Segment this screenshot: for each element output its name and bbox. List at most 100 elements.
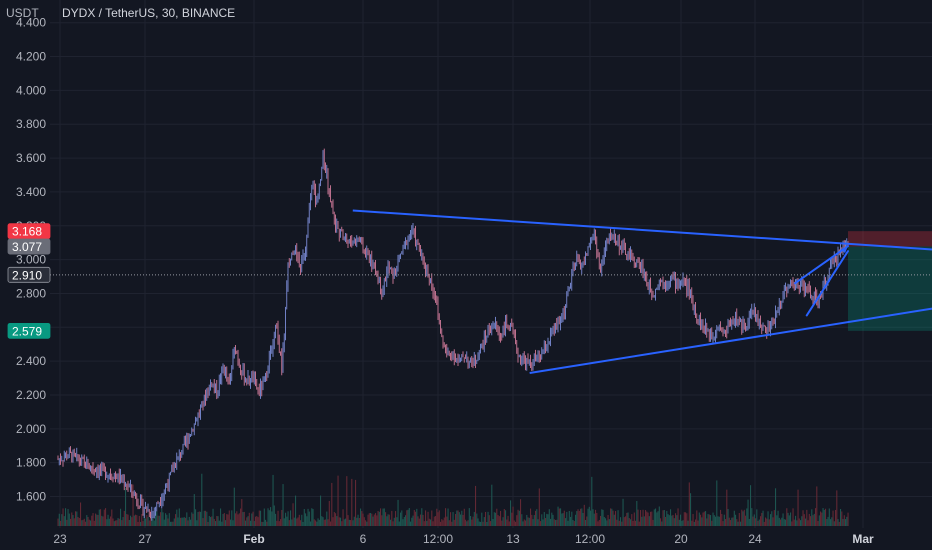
volume-bar bbox=[257, 517, 259, 526]
volume-bar bbox=[700, 514, 702, 526]
volume-bar bbox=[510, 500, 512, 526]
volume-bar bbox=[785, 519, 787, 526]
volume-bar bbox=[692, 513, 694, 526]
volume-bar bbox=[387, 514, 389, 526]
volume-bar bbox=[185, 517, 187, 526]
price-tag bbox=[7, 238, 51, 255]
volume-bar bbox=[345, 518, 347, 526]
volume-bar bbox=[370, 513, 372, 526]
wedge-upper-line bbox=[793, 245, 849, 285]
volume-bar bbox=[350, 520, 352, 526]
volume-bar bbox=[543, 512, 545, 526]
volume-bar bbox=[157, 515, 159, 526]
volume-bar bbox=[413, 510, 415, 526]
volume-bar bbox=[111, 509, 113, 526]
volume-bar bbox=[735, 514, 737, 526]
volume-bar bbox=[138, 515, 140, 526]
volume-bar bbox=[268, 510, 270, 526]
volume-bar bbox=[266, 521, 268, 526]
volume-bar bbox=[637, 509, 639, 526]
volume-bar bbox=[316, 521, 318, 526]
volume-bar bbox=[716, 480, 718, 526]
volume-bar bbox=[565, 518, 567, 526]
volume-bar bbox=[737, 521, 739, 526]
short-position-tool[interactable] bbox=[848, 231, 932, 331]
volume-bar bbox=[91, 515, 93, 526]
volume-bar bbox=[690, 493, 692, 526]
volume-bar bbox=[522, 521, 524, 526]
volume-bar bbox=[828, 508, 830, 526]
volume-bar bbox=[691, 520, 693, 526]
volume-bar bbox=[846, 516, 848, 526]
volume-bar bbox=[235, 513, 237, 526]
volume-bar bbox=[723, 514, 725, 526]
volume-bar bbox=[293, 517, 295, 526]
y-tick-label: 2.200 bbox=[16, 388, 46, 402]
volume-bar bbox=[438, 510, 440, 526]
volume-bar bbox=[741, 509, 743, 526]
volume-bar bbox=[106, 519, 108, 526]
volume-bar bbox=[335, 513, 337, 526]
trend-lines[interactable] bbox=[352, 209, 932, 374]
volume-bar bbox=[746, 508, 748, 526]
grid bbox=[50, 0, 932, 528]
volume-bar bbox=[762, 510, 764, 526]
volume-bar bbox=[212, 508, 214, 526]
volume-bar bbox=[260, 510, 262, 526]
volume-bar bbox=[662, 510, 664, 526]
volume-bar bbox=[837, 519, 839, 526]
volume-bar bbox=[60, 520, 62, 526]
volume-bar bbox=[83, 518, 85, 526]
volume-bar bbox=[252, 511, 254, 526]
volume-bar bbox=[231, 510, 233, 526]
volume-bar bbox=[761, 512, 763, 526]
volume-bar bbox=[635, 520, 637, 526]
volume-bar bbox=[476, 513, 478, 526]
volume-bar bbox=[502, 517, 504, 526]
volume-bar bbox=[141, 514, 143, 526]
volume-bar bbox=[298, 514, 300, 526]
volume-bar bbox=[546, 513, 548, 526]
x-tick-label: 12:00 bbox=[575, 532, 605, 546]
volume-bar bbox=[435, 516, 437, 526]
volume-bar bbox=[790, 512, 792, 526]
volume-bar bbox=[547, 514, 549, 526]
volume-bar bbox=[513, 520, 515, 526]
volume-bar bbox=[613, 514, 615, 526]
volume-bar bbox=[242, 512, 244, 526]
volume-bar bbox=[620, 517, 622, 526]
volume-bar bbox=[396, 517, 398, 526]
volume-bar bbox=[382, 508, 384, 526]
volume-bar bbox=[657, 511, 659, 526]
volume-bar bbox=[645, 510, 647, 526]
volume-bar bbox=[650, 511, 652, 526]
volume-bar bbox=[241, 499, 243, 526]
volume-bar bbox=[270, 507, 272, 526]
volume-bar bbox=[406, 510, 408, 526]
volume-bar bbox=[148, 520, 150, 526]
volume-bar bbox=[115, 520, 117, 526]
volume-bar bbox=[468, 508, 470, 526]
volume-bar bbox=[633, 512, 635, 526]
volume-bar bbox=[202, 518, 204, 526]
volume-bar bbox=[132, 484, 134, 526]
volume-bar bbox=[713, 515, 715, 526]
volume-bar bbox=[336, 516, 338, 526]
volume-bar bbox=[85, 521, 87, 526]
volume-bar bbox=[107, 514, 109, 526]
volume-bar bbox=[541, 514, 543, 526]
volume-bar bbox=[126, 514, 128, 526]
volume-bar bbox=[697, 520, 699, 526]
volume-bar bbox=[156, 511, 158, 526]
volume-bar bbox=[712, 512, 714, 526]
volume-bar bbox=[521, 514, 523, 526]
volume-bar bbox=[402, 519, 404, 526]
volume-bar bbox=[561, 513, 563, 526]
volume-bar bbox=[342, 509, 344, 526]
volume-bar bbox=[86, 515, 88, 526]
volume-bar bbox=[568, 511, 570, 526]
volume-bar bbox=[506, 519, 508, 526]
volume-bar bbox=[485, 511, 487, 526]
volume-bar bbox=[470, 516, 472, 526]
